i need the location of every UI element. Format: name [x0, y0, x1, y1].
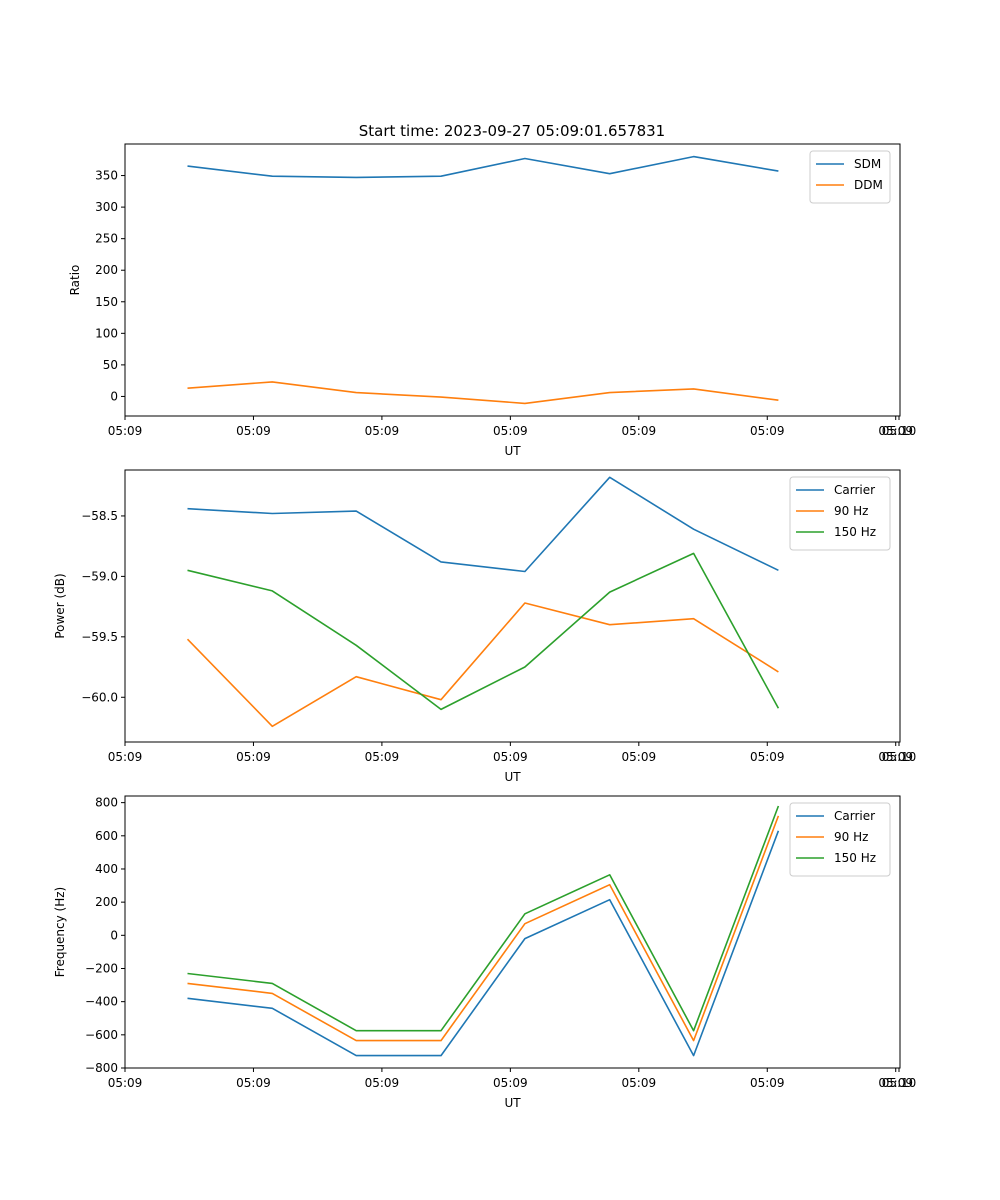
series-line-carrier: [187, 830, 780, 1057]
y-tick-label: −59.0: [81, 569, 118, 583]
y-tick-label: −400: [85, 995, 118, 1009]
series-line-sdm: [187, 155, 779, 179]
x-tick-label: 05:09: [236, 750, 271, 764]
x-tick-label: 05:09: [365, 424, 400, 438]
y-tick-label: 400: [95, 862, 118, 876]
legend-label: 90 Hz: [834, 830, 868, 844]
y-tick-label: 50: [103, 358, 118, 372]
x-tick-label: 05:09: [493, 750, 528, 764]
x-tick-label: 05:09: [878, 1076, 913, 1090]
x-tick-label: 05:10: [882, 750, 917, 764]
x-tick-label: 05:09: [493, 1076, 528, 1090]
y-tick-label: 100: [95, 326, 118, 340]
legend-label: SDM: [854, 157, 881, 171]
legend-label: Carrier: [834, 809, 875, 823]
x-tick-label: 05:09: [236, 424, 271, 438]
y-tick-label: 0: [110, 928, 118, 942]
x-tick-label: 05:09: [622, 1076, 657, 1090]
x-tick-label: 05:09: [108, 1076, 143, 1090]
y-tick-label: 200: [95, 895, 118, 909]
axes-frame: [124, 143, 901, 417]
series-line-90-hz: [186, 602, 779, 728]
axes-frame: [124, 469, 901, 743]
x-axis-label: UT: [504, 1096, 521, 1110]
legend-label: 150 Hz: [834, 851, 876, 865]
legend: Carrier 90 Hz 150 Hz: [789, 476, 891, 551]
figure-title: Start time: 2023-09-27 05:09:01.657831: [359, 122, 665, 140]
x-tick-label: 05:09: [236, 1076, 271, 1090]
x-tick-label: 05:09: [750, 750, 785, 764]
y-tick-label: 350: [95, 169, 118, 183]
y-tick-label: 800: [95, 796, 118, 810]
y-tick-label: −600: [85, 1028, 118, 1042]
x-tick-label: 05:09: [878, 424, 913, 438]
chart-ratio: 05:09 05:09 05:09 05:09 05:09 05:09 05:0905:10…: [68, 143, 917, 458]
x-tick-label: 05:09: [365, 1076, 400, 1090]
x-axis-label: UT: [504, 770, 521, 784]
y-tick-label: 200: [95, 263, 118, 277]
series-line-150-hz: [187, 805, 780, 1032]
legend: SDM DDM: [809, 150, 891, 204]
panels: 05:09 05:09 05:09 05:09 05:09 05:09 05:0905:10…: [53, 143, 917, 1110]
legend-label: 90 Hz: [834, 504, 868, 518]
y-tick-label: 250: [95, 232, 118, 246]
series-line-150-hz: [187, 552, 780, 711]
y-tick-label: 0: [110, 389, 118, 403]
series-line-carrier: [187, 476, 779, 573]
legend-label: Carrier: [834, 483, 875, 497]
y-tick-label: −58.5: [81, 509, 118, 523]
x-tick-label: 05:09: [365, 750, 400, 764]
chart-power: 05:09 05:09 05:09 05:09 05:09 05:09 05:0905:10…: [53, 469, 917, 784]
x-axis-label: UT: [504, 444, 521, 458]
y-tick-label: 150: [95, 295, 118, 309]
x-tick-label: 05:09: [108, 750, 143, 764]
axes-frame: [124, 795, 901, 1069]
y-tick-label: −200: [85, 961, 118, 975]
x-tick-label: 05:09: [878, 750, 913, 764]
y-tick-label: 300: [95, 200, 118, 214]
x-tick-label: 05:09: [622, 750, 657, 764]
y-axis-label: Power (dB): [53, 573, 67, 638]
series-line-90-hz: [187, 815, 780, 1042]
legend-label: 150 Hz: [834, 525, 876, 539]
legend: Carrier 90 Hz 150 Hz: [789, 802, 891, 877]
y-tick-label: −59.5: [81, 630, 118, 644]
x-tick-label: 05:10: [882, 1076, 917, 1090]
legend-label: DDM: [854, 178, 883, 192]
x-tick-label: 05:09: [493, 424, 528, 438]
series-line-ddm: [187, 381, 779, 405]
x-tick-label: 05:09: [622, 424, 657, 438]
y-tick-label: −800: [85, 1061, 118, 1075]
y-tick-label: −60.0: [81, 690, 118, 704]
x-tick-label: 05:10: [882, 424, 917, 438]
x-tick-label: 05:09: [750, 1076, 785, 1090]
y-axis-label: Frequency (Hz): [53, 887, 67, 978]
y-tick-label: 600: [95, 829, 118, 843]
x-tick-label: 05:09: [750, 424, 785, 438]
chart-frequency: 05:09 05:09 05:09 05:09 05:09 05:09 05:0905:10…: [53, 795, 917, 1110]
y-axis-label: Ratio: [68, 265, 82, 296]
x-tick-label: 05:09: [108, 424, 143, 438]
